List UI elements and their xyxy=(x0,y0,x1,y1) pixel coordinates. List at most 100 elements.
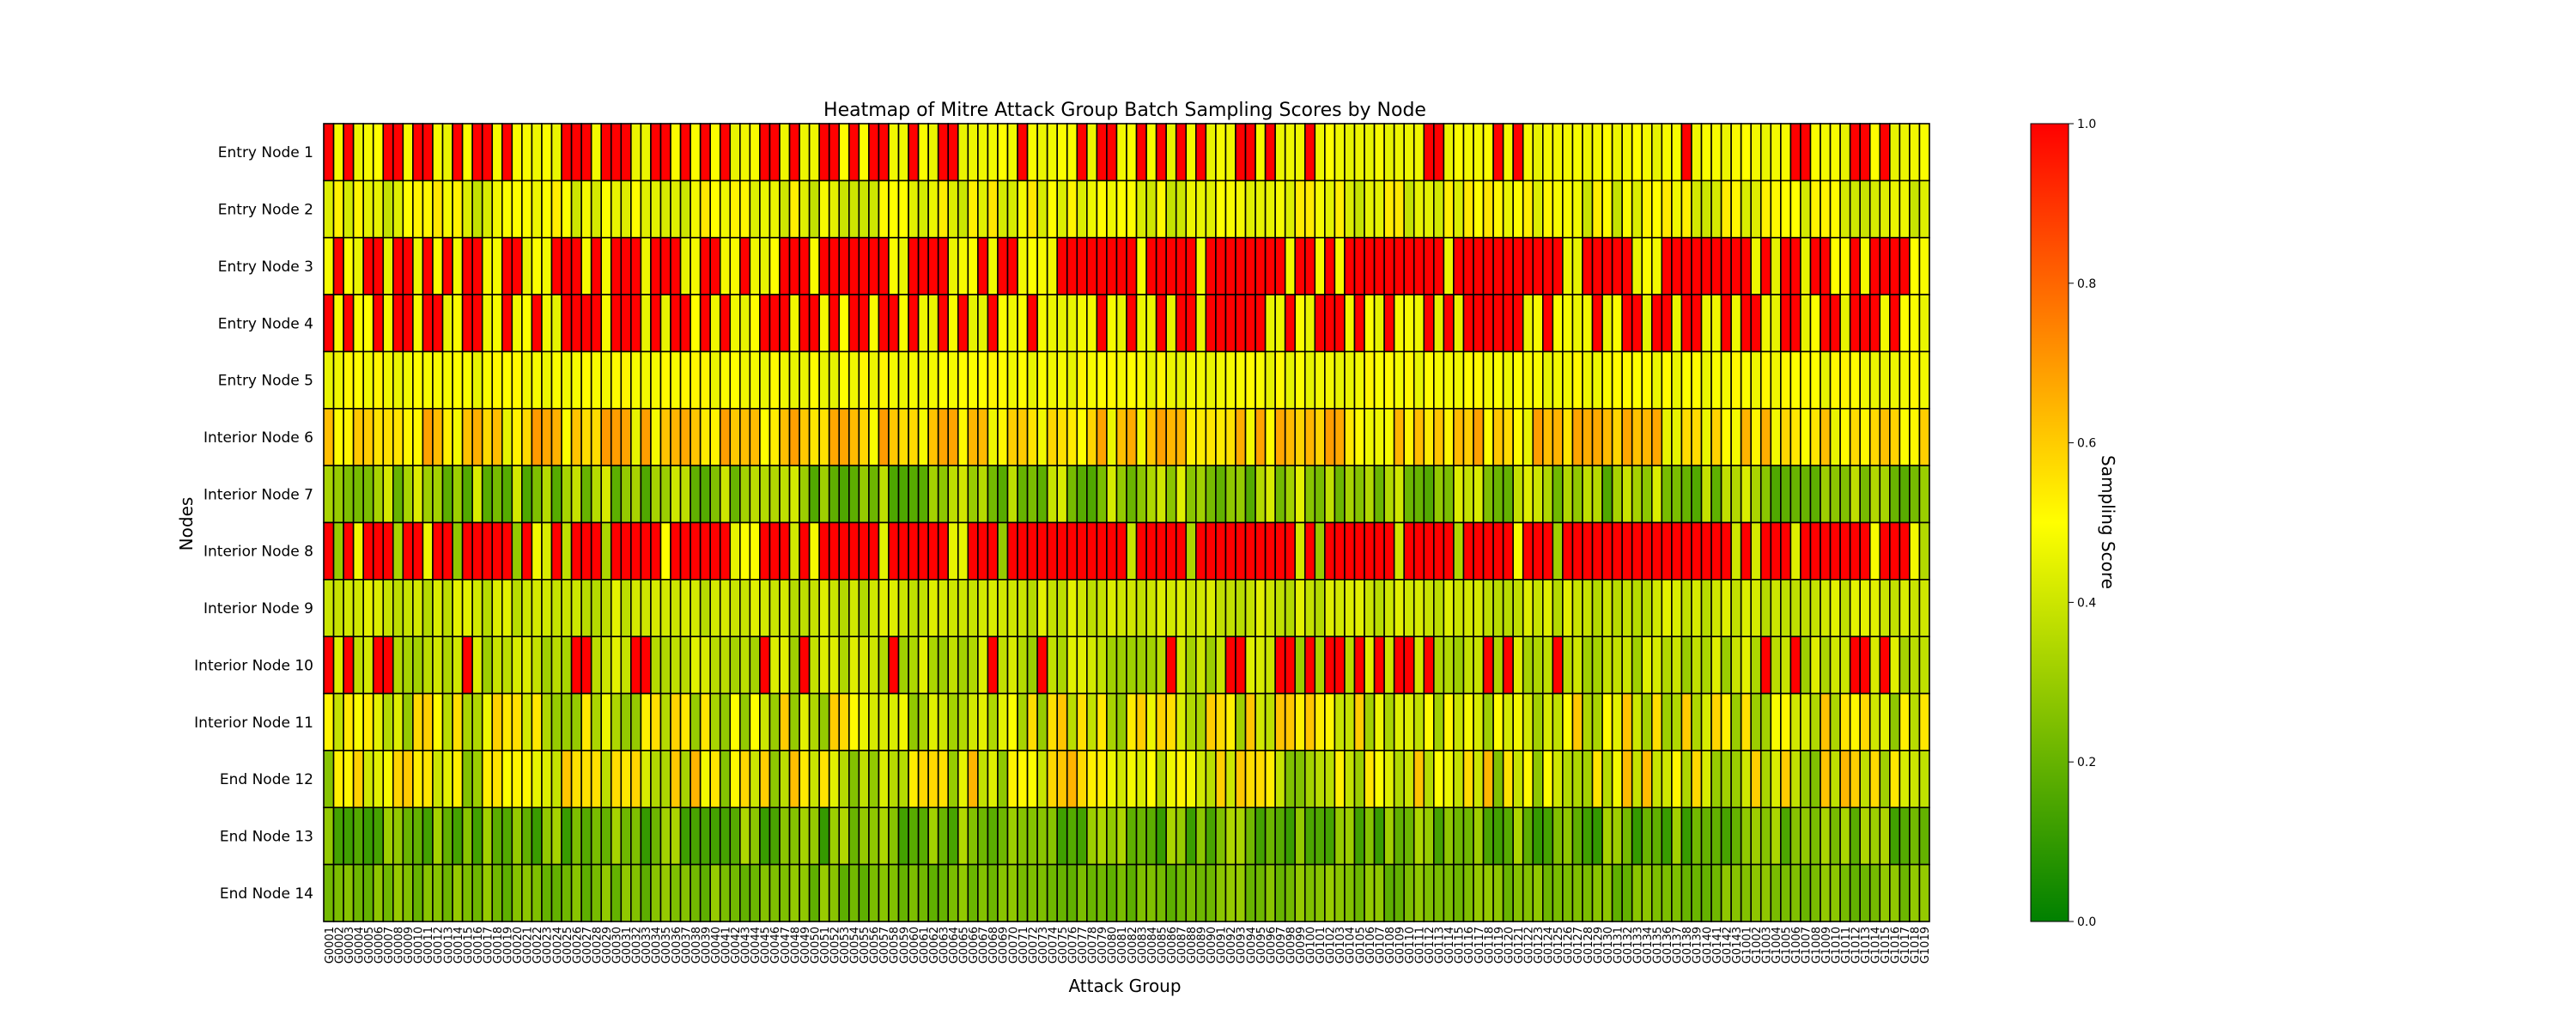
column-label: G0002 xyxy=(333,927,346,964)
heatmap-cell xyxy=(1710,521,1722,581)
heatmap-cell xyxy=(382,806,394,866)
heatmap-cell xyxy=(471,806,483,866)
heatmap-cell xyxy=(1056,863,1068,922)
heatmap-cell xyxy=(1849,692,1861,751)
heatmap-cell xyxy=(561,692,573,751)
heatmap-cell xyxy=(1879,236,1891,295)
heatmap-cell xyxy=(1314,294,1326,353)
heatmap-cell xyxy=(481,236,494,295)
heatmap-cell xyxy=(1115,123,1127,182)
row-label: End Node 12 xyxy=(220,771,313,788)
heatmap-cell xyxy=(452,863,464,922)
heatmap-cell xyxy=(590,236,603,295)
heatmap-cell xyxy=(550,465,562,524)
column-label: G0072 xyxy=(1027,927,1040,964)
heatmap-cell xyxy=(1403,636,1415,695)
heatmap-cell xyxy=(1582,179,1594,239)
heatmap-cell xyxy=(1859,750,1871,809)
heatmap-cell xyxy=(412,806,424,866)
heatmap-cell xyxy=(441,521,453,581)
heatmap-cell xyxy=(947,636,959,695)
heatmap-cell xyxy=(1433,294,1445,353)
heatmap-cell xyxy=(1443,350,1455,410)
heatmap-cell xyxy=(1750,863,1762,922)
heatmap-cell xyxy=(1750,750,1762,809)
heatmap-cell xyxy=(531,294,543,353)
column-label: G1012 xyxy=(1850,927,1862,964)
heatmap-cell xyxy=(422,750,434,809)
heatmap-cell xyxy=(690,806,702,866)
heatmap-cell xyxy=(422,179,434,239)
heatmap-cell xyxy=(709,579,721,638)
heatmap-cell xyxy=(590,636,603,695)
heatmap-cell xyxy=(1582,521,1594,581)
heatmap-cell xyxy=(1115,750,1127,809)
heatmap-cell xyxy=(1255,636,1267,695)
heatmap-cell xyxy=(888,294,900,353)
heatmap-cell xyxy=(362,123,374,182)
heatmap-cell xyxy=(441,407,453,466)
heatmap-cell xyxy=(1175,863,1188,922)
heatmap-cell xyxy=(1730,465,1742,524)
heatmap-cell xyxy=(1829,863,1841,922)
heatmap-cell xyxy=(1691,179,1703,239)
heatmap-cell xyxy=(729,750,741,809)
heatmap-cell xyxy=(412,465,424,524)
heatmap-cell xyxy=(957,294,969,353)
heatmap-cell xyxy=(1026,692,1038,751)
heatmap-cell xyxy=(967,179,979,239)
heatmap-cell xyxy=(501,294,513,353)
heatmap-cell xyxy=(1076,579,1088,638)
heatmap-cell xyxy=(1820,407,1832,466)
heatmap-cell xyxy=(788,636,800,695)
heatmap-cell xyxy=(1274,863,1286,922)
heatmap-cell xyxy=(600,179,612,239)
heatmap-cell xyxy=(491,123,503,182)
heatmap-cell xyxy=(1017,123,1029,182)
heatmap-cell xyxy=(808,350,820,410)
heatmap-cell xyxy=(640,521,652,581)
heatmap-cell xyxy=(1730,579,1742,638)
heatmap-cell xyxy=(422,294,434,353)
heatmap-cell xyxy=(620,236,632,295)
heatmap-cell xyxy=(1571,579,1583,638)
column-label: G0067 xyxy=(978,927,991,964)
heatmap-cell xyxy=(729,179,741,239)
heatmap-cell xyxy=(1899,350,1911,410)
heatmap-cell xyxy=(1542,863,1554,922)
heatmap-cell xyxy=(709,521,721,581)
heatmap-cell xyxy=(441,750,453,809)
heatmap-cell xyxy=(1839,750,1851,809)
heatmap-cell xyxy=(1759,407,1772,466)
heatmap-cell xyxy=(1770,863,1782,922)
heatmap-cell xyxy=(561,579,573,638)
heatmap-cell xyxy=(1720,863,1732,922)
heatmap-cell xyxy=(1224,521,1236,581)
heatmap-cell xyxy=(1750,692,1762,751)
heatmap-cell xyxy=(1631,750,1643,809)
heatmap-cell xyxy=(352,179,364,239)
heatmap-cell xyxy=(1403,294,1415,353)
heatmap-cell xyxy=(679,407,691,466)
heatmap-cell xyxy=(1175,236,1188,295)
heatmap-cell xyxy=(501,123,513,182)
heatmap-cell xyxy=(888,236,900,295)
heatmap-cell xyxy=(908,407,920,466)
heatmap-cell xyxy=(947,179,959,239)
heatmap-cell xyxy=(1750,579,1762,638)
column-label: G0138 xyxy=(1681,927,1694,964)
heatmap-cell xyxy=(1859,692,1871,751)
heatmap-cell xyxy=(471,465,483,524)
heatmap-cell xyxy=(1591,179,1603,239)
heatmap-cell xyxy=(1086,465,1098,524)
heatmap-cell xyxy=(1185,636,1197,695)
heatmap-cell xyxy=(1909,750,1921,809)
heatmap-cell xyxy=(471,236,483,295)
heatmap-cell xyxy=(967,350,979,410)
column-label: G0022 xyxy=(532,927,544,964)
heatmap-cell xyxy=(1155,123,1167,182)
heatmap-cell xyxy=(788,692,800,751)
heatmap-cell xyxy=(1542,521,1554,581)
heatmap-cell xyxy=(1482,636,1494,695)
heatmap-cell xyxy=(392,750,404,809)
